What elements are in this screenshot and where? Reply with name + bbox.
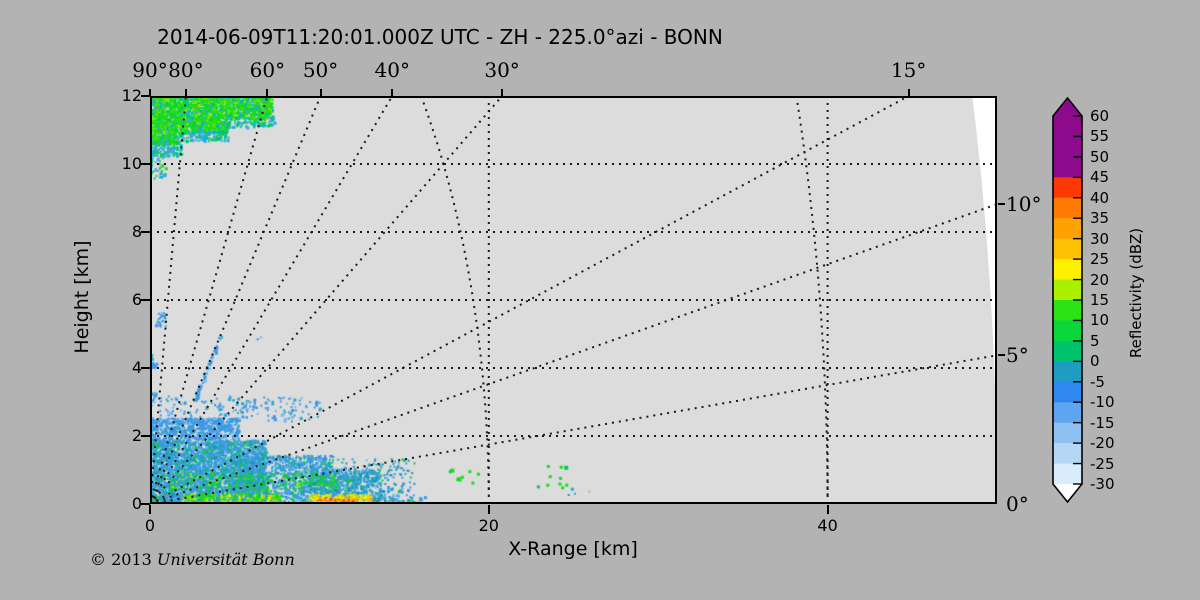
colorbar-tick-label: 25 [1090, 250, 1110, 269]
y-axis-tick [141, 435, 150, 437]
colorbar-tick-label: 40 [1090, 188, 1110, 207]
colorbar-segment [1053, 177, 1082, 199]
colorbar-segment [1053, 422, 1082, 444]
plot-area [150, 96, 997, 504]
colorbar-segment [1053, 259, 1082, 281]
plot-title: 2014-06-09T11:20:01.000Z UTC - ZH - 225.… [157, 25, 723, 49]
right-axis-tick [998, 354, 1005, 357]
top-axis-tick [266, 89, 269, 96]
colorbar-segment [1053, 381, 1082, 403]
top-axis-tick [501, 89, 504, 96]
y-axis-tick [141, 367, 150, 369]
colorbar-tick-label: 45 [1090, 168, 1110, 187]
x-tick-label: 0 [144, 516, 156, 535]
colorbar-segment [1053, 361, 1082, 383]
y-axis-tick [141, 231, 150, 233]
top-axis-tick [184, 89, 187, 96]
y-tick-label: 8 [131, 222, 142, 241]
y-axis-tick [141, 299, 150, 301]
colorbar-segment [1053, 218, 1082, 240]
grid-rays-overlay [150, 96, 997, 504]
colorbar-segment [1053, 463, 1082, 485]
copyright-text: © 2013 Universität Bonn [90, 550, 295, 569]
colorbar-over-arrow [1053, 98, 1082, 116]
elevation-label-top: 40° [374, 58, 410, 82]
y-tick-label: 2 [131, 426, 142, 445]
elevation-ray [150, 96, 269, 504]
right-axis-tick [998, 203, 1005, 206]
y-axis-tick [141, 95, 150, 97]
elevation-label-right: 5° [1006, 343, 1029, 368]
colorbar-tick-label: -25 [1090, 454, 1115, 473]
colorbar-segment [1053, 238, 1082, 260]
colorbar-segment [1053, 300, 1082, 321]
colorbar-tick-label: 30 [1090, 229, 1110, 248]
top-axis-tick [319, 89, 322, 96]
range-arc [795, 96, 829, 498]
colorbar-title: Reflectivity (dBZ) [1127, 227, 1145, 359]
colorbar-tick-label: 5 [1090, 331, 1100, 350]
y-tick-label: 10 [121, 154, 142, 173]
colorbar [1052, 96, 1083, 504]
elevation-ray [150, 96, 503, 504]
colorbar-tick-label: -20 [1090, 434, 1115, 453]
y-tick-label: 4 [131, 358, 142, 377]
plot-border [150, 96, 997, 504]
colorbar-segment [1053, 340, 1082, 362]
x-tick-label: 20 [478, 516, 499, 535]
y-axis-title: Height [km] [71, 240, 93, 354]
top-axis-tick [391, 89, 394, 96]
colorbar-tick-label: -5 [1090, 372, 1105, 391]
copyright-institution: Universität Bonn [156, 550, 295, 569]
elevation-label-top: 30° [484, 58, 520, 82]
elevation-label-top: 60° [249, 58, 286, 82]
colorbar-tick-label: 60 [1090, 107, 1110, 125]
x-axis-tick [487, 505, 490, 514]
y-tick-label: 12 [121, 86, 142, 105]
beyond-max-range-wedge [972, 96, 997, 504]
colorbar-tick-label: 20 [1090, 270, 1110, 289]
colorbar-segment [1053, 197, 1082, 219]
colorbar-segment [1053, 402, 1082, 424]
elevation-label-top: 50° [302, 58, 339, 82]
y-tick-label: 0 [131, 494, 142, 513]
colorbar-tick-label: 0 [1090, 352, 1100, 371]
x-axis-title: X-Range [km] [508, 538, 638, 560]
elevation-label-top: 90° [132, 58, 168, 82]
colorbar-tick-label: 55 [1090, 127, 1110, 146]
top-axis-tick [907, 89, 910, 96]
elevation-ray [150, 96, 187, 504]
x-axis-tick [826, 505, 829, 514]
colorbar-tick-label: -10 [1090, 393, 1115, 412]
colorbar-tick-label: 35 [1090, 209, 1110, 228]
colorbar-tick-label: 50 [1090, 147, 1110, 166]
colorbar-tick-label: 10 [1090, 311, 1110, 330]
elevation-label-right: 0° [1006, 492, 1029, 516]
range-arc [420, 96, 490, 495]
elevation-ray [150, 354, 997, 504]
colorbar-tick-label: 15 [1090, 291, 1110, 309]
colorbar-tick-label: -30 [1090, 475, 1115, 493]
x-tick-label: 40 [817, 516, 838, 535]
elevation-label-right: 10° [1006, 192, 1042, 217]
elevation-label-top: 80° [168, 58, 204, 82]
y-tick-label: 6 [131, 290, 142, 309]
colorbar-segment [1053, 320, 1082, 342]
colorbar-tick-label: -15 [1090, 413, 1115, 432]
elevation-label-top: 15° [890, 58, 927, 82]
colorbar-under-arrow [1053, 484, 1082, 503]
y-axis-tick [141, 163, 150, 165]
x-axis-tick [149, 505, 151, 514]
colorbar-segment [1053, 116, 1082, 178]
copyright-prefix: © 2013 [90, 550, 152, 569]
colorbar-segment [1053, 443, 1082, 465]
colorbar-segment [1053, 279, 1082, 301]
y-axis-tick [141, 503, 150, 505]
elevation-ray [150, 203, 997, 504]
top-axis-tick [149, 89, 151, 96]
